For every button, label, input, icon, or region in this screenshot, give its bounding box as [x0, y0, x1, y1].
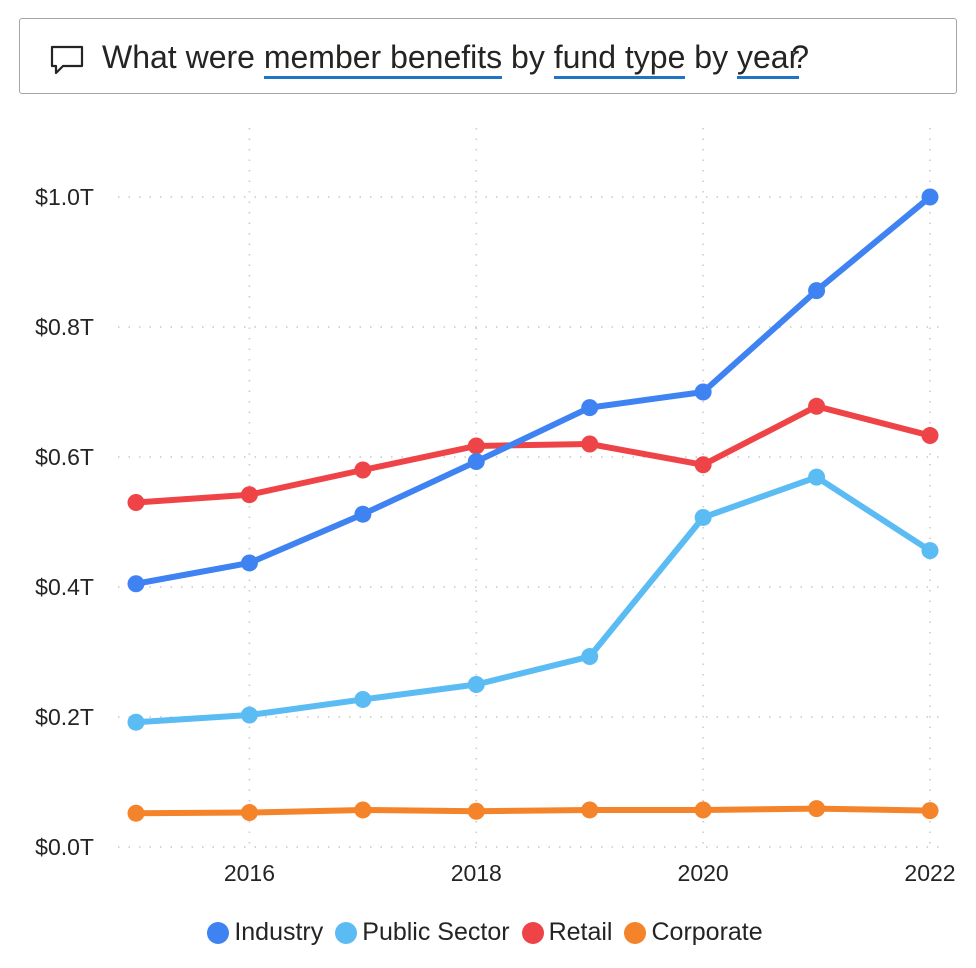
data-point-corporate: [808, 800, 826, 818]
data-point-industry: [808, 282, 826, 300]
x-tick-label: 2018: [451, 860, 502, 886]
legend-swatch: [624, 921, 647, 944]
data-point-retail: [354, 461, 372, 479]
data-point-retail: [921, 427, 939, 445]
line-chart: $0.0T $0.2T $0.4T $0.6T $0.8T $1.0T 2016 2018 20…: [35, 128, 956, 886]
legend-swatch: [207, 921, 230, 944]
data-point-public-sector: [694, 508, 712, 526]
data-point-public-sector: [467, 676, 485, 693]
data-point-industry: [240, 554, 258, 572]
series-line-industry: [133, 194, 933, 587]
qa-text-part: by: [694, 39, 729, 75]
legend-item[interactable]: Corporate: [624, 918, 763, 947]
data-point-industry: [467, 453, 485, 471]
data-point-retail: [808, 397, 826, 415]
y-tick-label: $0.8T: [35, 314, 94, 340]
legend-label: Retail: [548, 918, 613, 946]
data-point-corporate: [921, 802, 939, 820]
data-point-industry: [127, 575, 145, 593]
qa-question-box[interactable]: What were member benefits by fund type b…: [19, 18, 957, 94]
data-point-retail: [581, 435, 599, 453]
data-point-public-sector: [127, 713, 145, 731]
qa-keyword-time[interactable]: year: [736, 39, 800, 79]
data-point-public-sector: [354, 690, 372, 708]
data-point-public-sector: [808, 468, 826, 486]
series-line-corporate: [133, 805, 933, 817]
chart-legend: Industry Public Sector Retail Corporate: [0, 918, 976, 947]
data-point-retail: [240, 486, 258, 504]
x-tick-label: 2020: [678, 860, 729, 886]
data-point-corporate: [354, 801, 372, 819]
qa-keyword-measure[interactable]: member benefits: [263, 39, 503, 79]
data-point-corporate: [694, 801, 712, 819]
qa-text-part: ?: [791, 39, 810, 75]
y-tick-label: $0.2T: [35, 704, 94, 730]
data-point-corporate: [127, 804, 145, 822]
legend-item[interactable]: Industry: [207, 918, 323, 947]
data-point-retail: [694, 456, 712, 474]
speech-bubble-icon: [50, 45, 84, 75]
data-point-public-sector: [581, 648, 599, 666]
y-tick-label: $0.6T: [35, 444, 94, 470]
legend-item[interactable]: Retail: [521, 918, 613, 947]
data-point-corporate: [467, 802, 485, 820]
data-point-industry: [921, 188, 939, 206]
qa-question-text[interactable]: What were member benefits by fund type b…: [102, 39, 809, 79]
data-point-industry: [581, 399, 599, 417]
legend-swatch: [335, 921, 358, 944]
qa-keyword-category[interactable]: fund type: [553, 39, 686, 79]
y-tick-label: $1.0T: [35, 184, 94, 210]
data-point-retail: [127, 494, 145, 511]
y-tick-label: $0.0T: [35, 834, 94, 860]
legend-label: Public Sector: [362, 918, 510, 946]
legend-label: Industry: [234, 918, 324, 946]
data-point-industry: [354, 505, 372, 523]
series-line-public-sector: [133, 474, 933, 726]
x-tick-label: 2016: [224, 860, 275, 886]
legend-item[interactable]: Public Sector: [335, 918, 510, 947]
data-point-public-sector: [240, 706, 258, 724]
data-point-industry: [694, 383, 712, 401]
data-point-corporate: [240, 804, 258, 822]
data-point-public-sector: [921, 542, 939, 560]
legend-swatch: [521, 921, 544, 944]
series-line-retail: [133, 403, 933, 506]
legend-label: Corporate: [651, 918, 763, 946]
x-tick-label: 2022: [904, 860, 955, 886]
data-point-retail: [467, 437, 485, 455]
qa-text-part: by: [511, 39, 545, 75]
qa-text-part: What were: [102, 39, 255, 75]
data-point-corporate: [581, 801, 599, 819]
y-tick-label: $0.4T: [35, 574, 94, 600]
